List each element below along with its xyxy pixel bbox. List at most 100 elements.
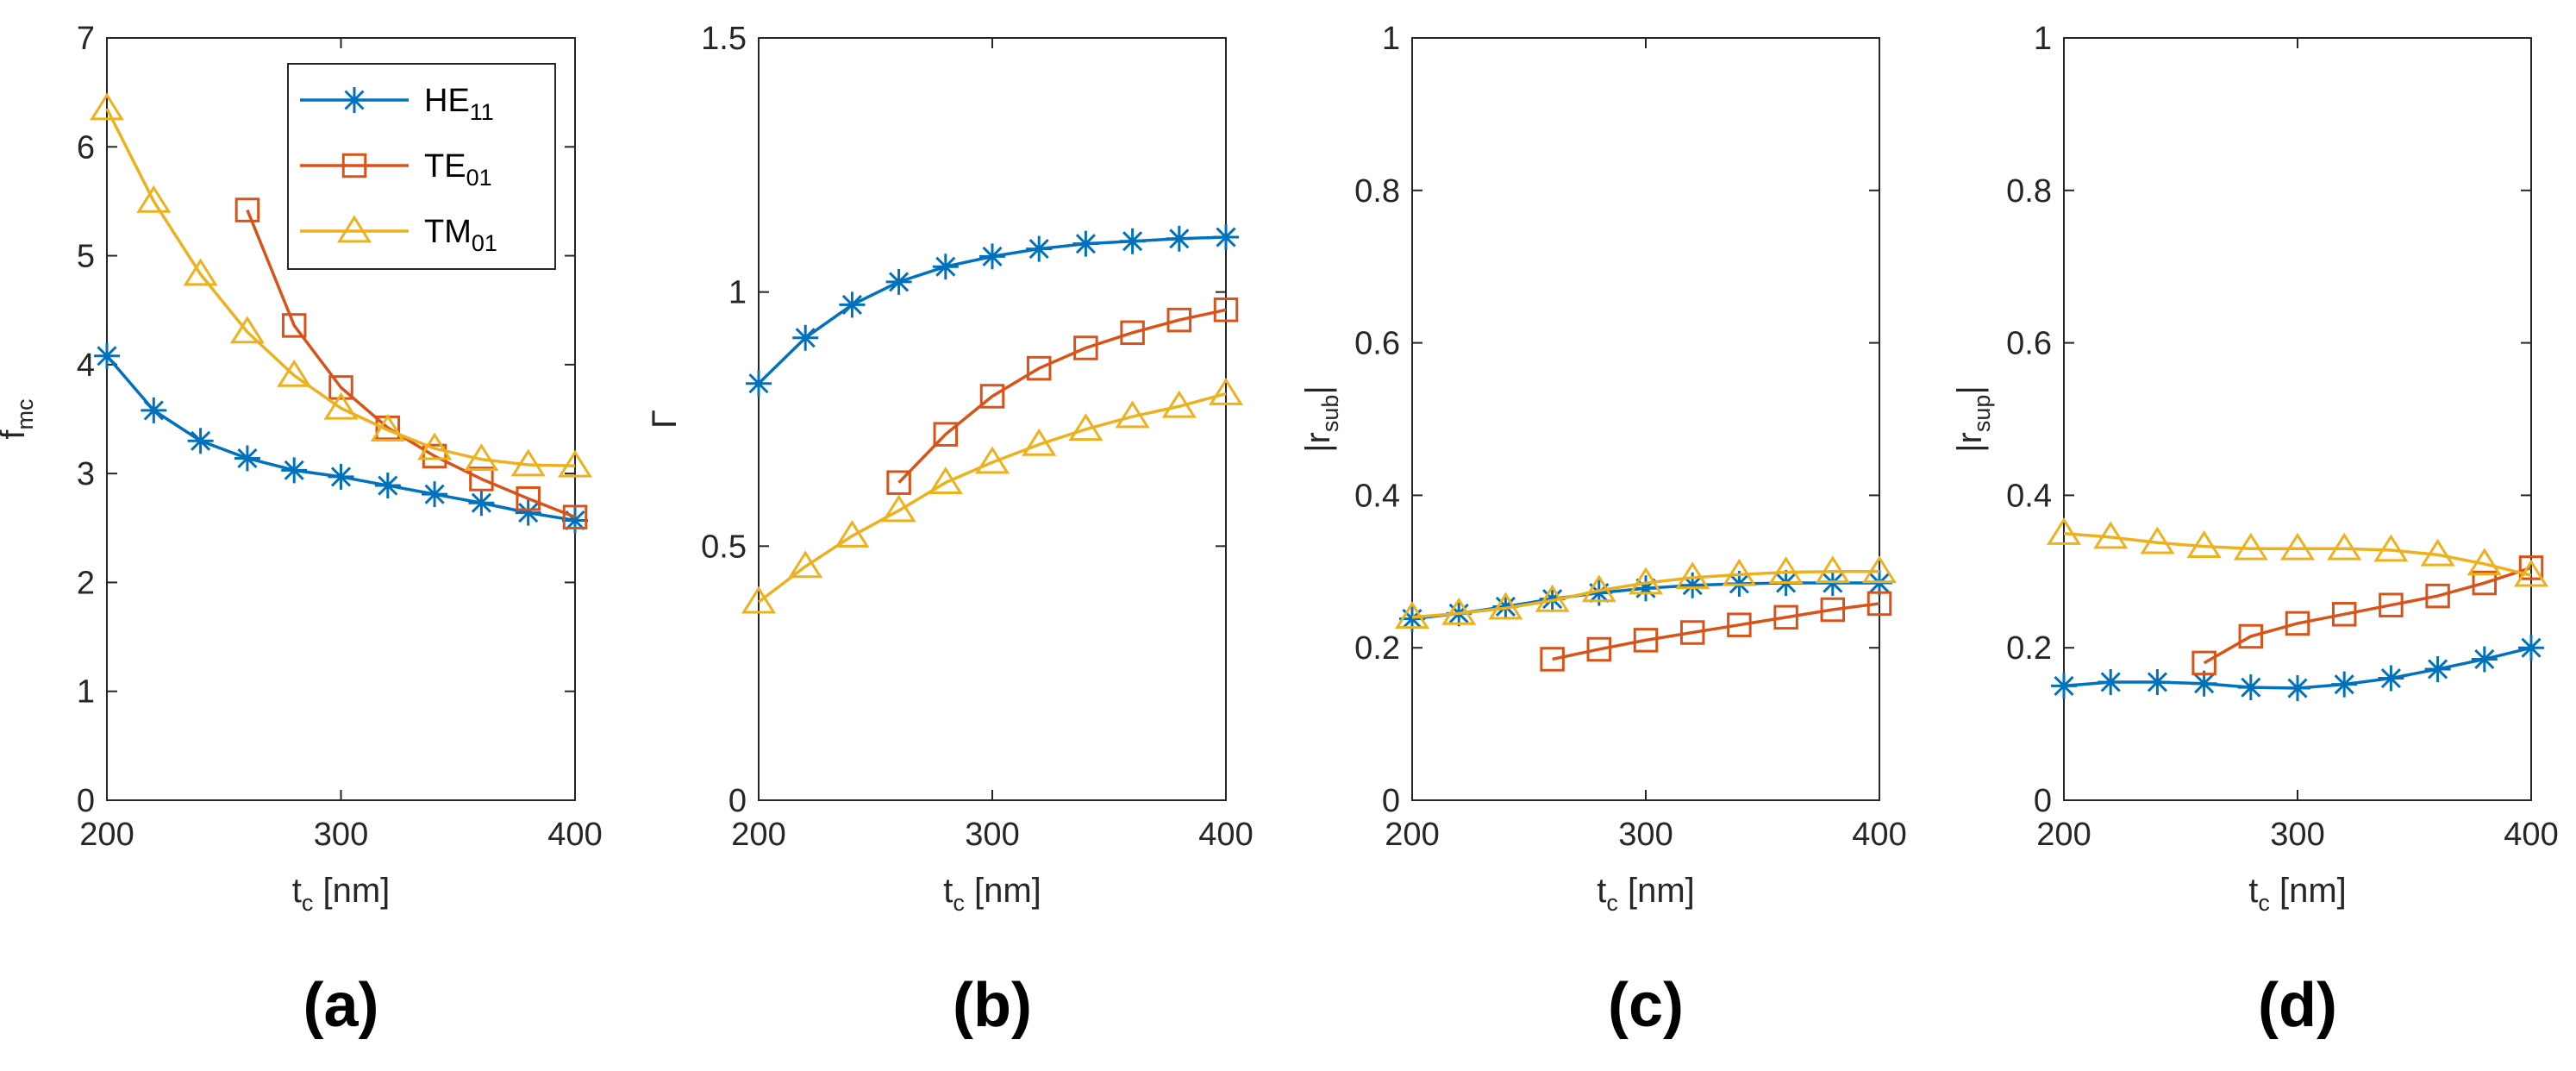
x-axis-label-unit: [nm] xyxy=(2270,872,2347,910)
data-point xyxy=(2378,665,2404,692)
data-point xyxy=(2379,592,2404,617)
data-point xyxy=(183,258,218,286)
data-point xyxy=(1633,628,1659,653)
y-tick-label: 0.4 xyxy=(1354,478,1400,514)
data-point xyxy=(417,432,453,460)
data-point xyxy=(2144,668,2171,695)
data-point xyxy=(2424,655,2451,682)
series-TM01 xyxy=(89,92,593,478)
data-point xyxy=(422,481,448,508)
data-point xyxy=(1166,307,1192,333)
y-axis-label: Γ xyxy=(646,410,684,429)
data-point xyxy=(1581,574,1616,603)
series-HE11 xyxy=(2051,635,2544,702)
data-point xyxy=(187,428,214,454)
data-point xyxy=(2186,530,2222,558)
data-point xyxy=(2518,635,2544,661)
y-axis-label-base: f xyxy=(0,429,32,440)
y-tick-label: 0 xyxy=(1382,783,1400,819)
data-point xyxy=(974,446,1010,474)
y-tick-label: 0 xyxy=(2034,783,2052,819)
data-point xyxy=(1073,335,1098,360)
data-point xyxy=(933,422,959,447)
data-point xyxy=(328,463,354,490)
legend-label-base: TE xyxy=(424,148,466,185)
x-axis-label-unit: [nm] xyxy=(1618,872,1695,910)
data-point xyxy=(1166,225,1192,252)
x-tick-label: 200 xyxy=(1385,817,1439,853)
y-axis-label-subscript: mc xyxy=(12,398,38,429)
data-point xyxy=(2233,532,2268,561)
x-tick-label: 400 xyxy=(2504,817,2558,853)
data-point xyxy=(281,313,307,338)
x-axis-label-subscript: c xyxy=(1606,890,1618,916)
data-point xyxy=(792,324,819,351)
data-point xyxy=(839,291,866,318)
y-axis-label-close: | xyxy=(1951,385,1989,394)
x-tick-label: 400 xyxy=(547,817,602,853)
y-tick-label: 5 xyxy=(77,239,95,275)
data-point xyxy=(2471,646,2498,673)
y-tick-label: 0.4 xyxy=(2006,478,2052,514)
legend-label-subscript: 01 xyxy=(466,165,492,191)
data-point xyxy=(234,197,260,222)
data-point xyxy=(281,457,308,484)
data-point xyxy=(1068,413,1104,442)
y-tick-label: 6 xyxy=(77,129,95,166)
x-axis-label: tc [nm] xyxy=(1597,872,1695,916)
y-tick-label: 1.5 xyxy=(701,21,747,57)
y-tick-label: 0.8 xyxy=(2006,173,2052,210)
y-axis-label-base: Γ xyxy=(646,410,684,429)
panel-b: 200 300 400 0 0.5 1 1.5 tc [nm] Γ (b) xyxy=(646,21,1254,1040)
data-point xyxy=(835,519,870,548)
y-tick-label: 7 xyxy=(77,21,95,57)
panel-label: (c) xyxy=(1608,971,1684,1040)
data-point xyxy=(886,470,911,495)
data-point xyxy=(1115,400,1150,429)
x-tick-label: 300 xyxy=(314,817,368,853)
data-point xyxy=(1679,572,1706,598)
y-axis-label-close: | xyxy=(1299,385,1337,394)
y-axis-label-subscript: sub xyxy=(1317,395,1343,433)
x-axis-label-base: t xyxy=(1597,872,1606,910)
data-point xyxy=(2191,670,2217,697)
data-point xyxy=(1628,567,1664,595)
series-HE11 xyxy=(746,224,1239,397)
y-tick-label: 0 xyxy=(77,783,95,819)
x-axis-label-subscript: c xyxy=(302,890,314,916)
legend-label: TE01 xyxy=(424,148,492,191)
data-point xyxy=(2051,673,2077,699)
y-tick-label: 1 xyxy=(2034,21,2052,57)
series-line xyxy=(105,108,576,468)
data-point xyxy=(2518,555,2544,580)
data-point xyxy=(1727,612,1752,637)
x-axis-label: tc [nm] xyxy=(2248,872,2347,916)
data-point xyxy=(881,494,916,523)
legend-label: HE11 xyxy=(424,83,494,125)
y-tick-label: 0.5 xyxy=(701,529,747,565)
data-point xyxy=(1208,377,1244,405)
data-point xyxy=(89,92,125,121)
data-point xyxy=(562,507,588,534)
axes-box xyxy=(1411,37,1880,801)
data-point xyxy=(1399,605,1425,632)
data-point xyxy=(1768,556,1804,584)
data-point xyxy=(2331,671,2358,698)
legend-label-subscript: 11 xyxy=(470,99,494,125)
series-TE01 xyxy=(234,197,588,529)
data-point xyxy=(516,485,541,511)
y-tick-label: 0.2 xyxy=(1354,630,1400,667)
x-tick-label: 300 xyxy=(1618,817,1673,853)
data-point xyxy=(557,449,593,478)
y-axis-label-subscript: sup xyxy=(1969,395,1995,433)
legend-marker xyxy=(341,87,367,113)
data-point xyxy=(979,243,1005,270)
panel-label: (a) xyxy=(303,971,379,1040)
panel-c: 200 300 400 0 0.2 0.4 0.6 0.8 1 tc [nm] |rsub| (c) xyxy=(1299,21,1907,1040)
data-point xyxy=(741,586,777,614)
data-point xyxy=(469,467,494,492)
legend-label: TM01 xyxy=(424,214,497,256)
data-point xyxy=(2046,517,2082,545)
x-axis-label-base: t xyxy=(292,872,302,910)
data-point xyxy=(1535,584,1570,612)
